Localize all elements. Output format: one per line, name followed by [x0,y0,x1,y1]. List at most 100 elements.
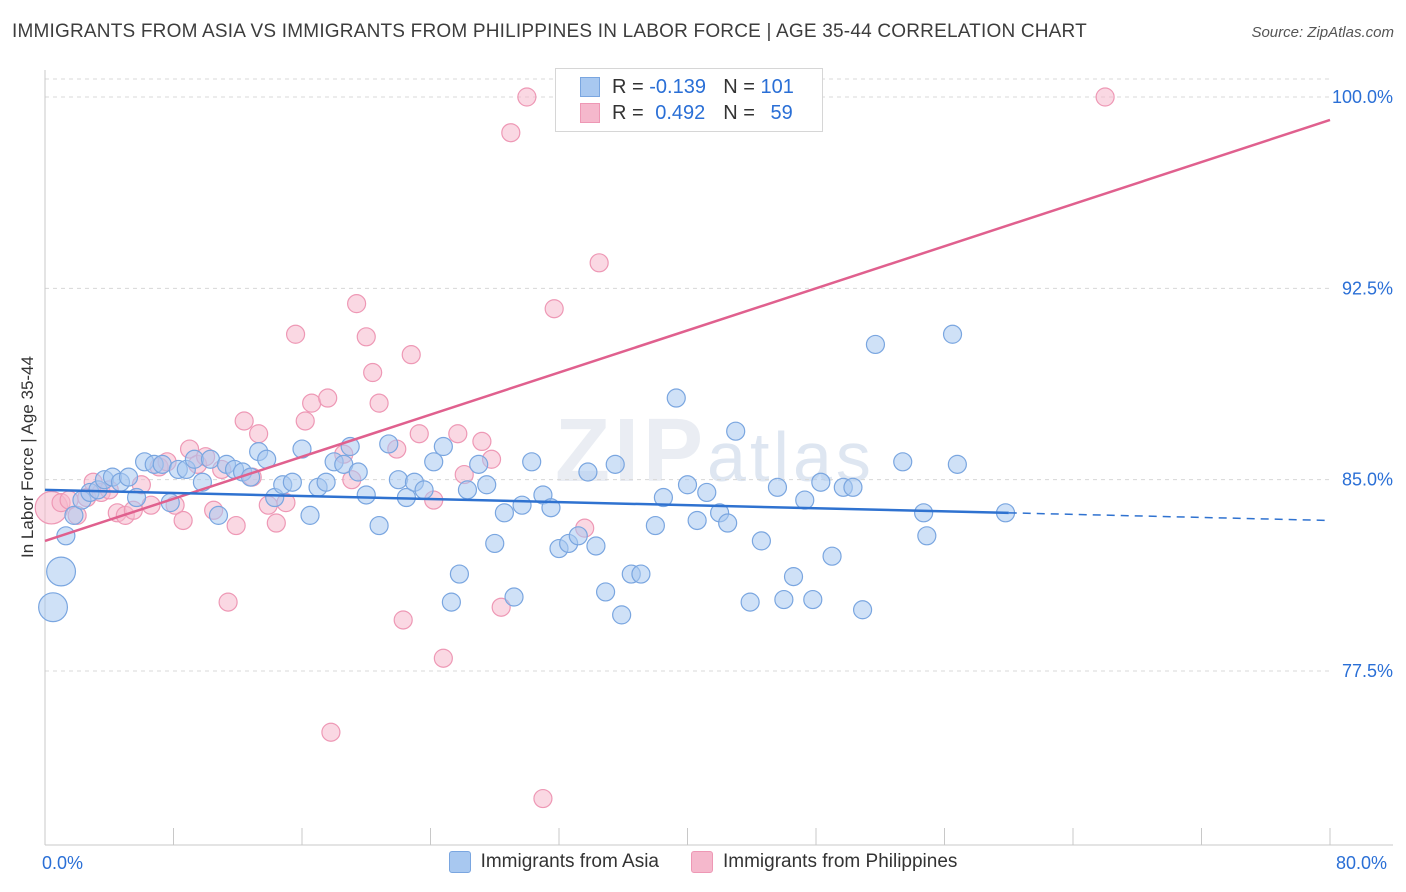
point-philippines [393,610,413,630]
point-asia [292,439,312,459]
legend-n-label: N = [723,75,755,98]
point-asia [645,515,665,536]
point-asia [914,503,934,523]
chart-title: IMMIGRANTS FROM ASIA VS IMMIGRANTS FROM … [12,21,1087,42]
legend-item-asia[interactable]: Immigrants from Asia [448,851,659,873]
point-asia [605,454,625,474]
point-asia [379,434,399,454]
point-philippines [318,388,338,408]
point-asia [822,546,842,566]
legend-label-philippines: Immigrants from Philippines [723,851,958,872]
point-asia [697,482,717,503]
point-philippines [173,510,193,531]
legend-r-label: R = [612,101,644,124]
x-tick-label-min: 0.0% [42,853,84,873]
point-asia [917,526,937,546]
point-asia [494,503,514,523]
legend-n-label: N = [723,101,755,124]
point-philippines [589,253,609,273]
legend-item-philippines[interactable]: Immigrants from Philippines [691,851,957,873]
point-philippines [401,345,421,365]
point-philippines [321,722,341,742]
y-tick-label: 77.5% [1342,661,1393,681]
trendline-asia-extension [1008,512,1331,522]
legend-swatch-asia [448,851,471,873]
point-asia [942,324,963,344]
point-asia [803,589,823,610]
point-philippines [218,592,238,612]
legend-n-value-asia: 101 [760,75,794,98]
point-philippines [533,788,553,809]
point-asia [348,462,368,482]
y-tick-label: 85.0% [1342,470,1393,490]
legend-label-asia: Immigrants from Asia [480,851,659,872]
point-asia [843,477,863,497]
point-asia [369,515,389,536]
point-philippines [1095,87,1115,107]
trendline-asia [44,488,1009,515]
point-asia [783,567,804,587]
point-philippines [285,324,306,344]
legend-n-value-philippines: 59 [770,101,793,124]
legend-swatch-philippines [691,851,713,873]
point-asia [504,587,524,607]
correlation-legend: R = -0.139 N = 101 R = 0.492 N = 59 [555,68,823,132]
point-asia [947,454,967,474]
point-asia [388,470,408,490]
source-label: Source: ZipAtlas.com [1251,24,1394,41]
point-asia [865,334,886,355]
point-philippines [472,431,492,451]
legend-r-label: R = [612,75,644,98]
point-asia [64,505,84,525]
point-asia [424,452,444,472]
point-asia [200,449,221,469]
point-philippines [363,362,383,383]
point-philippines [448,424,468,444]
point-asia [578,462,598,482]
point-philippines [302,393,322,413]
point-philippines [234,411,254,431]
point-philippines [517,87,537,107]
point-asia [653,487,674,508]
series-legend: Immigrants from Asia Immigrants from Phi… [0,851,1406,873]
legend-r-value-asia: -0.139 [649,75,706,98]
point-philippines [226,515,246,536]
point-asia [767,477,788,497]
point-philippines [266,513,286,533]
point-philippines [544,299,564,319]
y-tick-label: 92.5% [1342,278,1393,298]
point-asia [485,533,505,554]
point-asia [522,452,542,472]
legend-row-philippines: R = 0.492 N = 59 [580,101,793,125]
point-asia [46,556,77,587]
point-philippines [347,294,367,314]
point-asia [726,421,746,441]
point-asia [118,467,139,487]
point-philippines [295,411,315,431]
point-asia [718,513,738,533]
point-asia [568,526,588,546]
point-asia [795,490,815,510]
trendline-philippines [44,118,1331,543]
x-tick-label-max: 80.0% [1336,853,1388,873]
point-asia [740,592,760,612]
point-asia [687,510,707,531]
point-asia [414,480,434,500]
point-asia [595,582,616,602]
point-asia [449,564,470,584]
point-asia [208,505,229,525]
point-philippines [369,393,389,413]
point-asia [631,564,651,584]
point-asia [893,452,913,472]
y-axis-label: In Labor Force | Age 35-44 [18,356,37,558]
point-asia [852,600,873,620]
point-asia [38,592,69,623]
point-asia [441,592,461,612]
point-asia [300,505,320,525]
point-philippines [501,123,521,143]
point-asia [677,475,698,495]
point-asia [469,454,489,474]
point-asia [774,589,794,610]
point-asia [586,536,606,556]
